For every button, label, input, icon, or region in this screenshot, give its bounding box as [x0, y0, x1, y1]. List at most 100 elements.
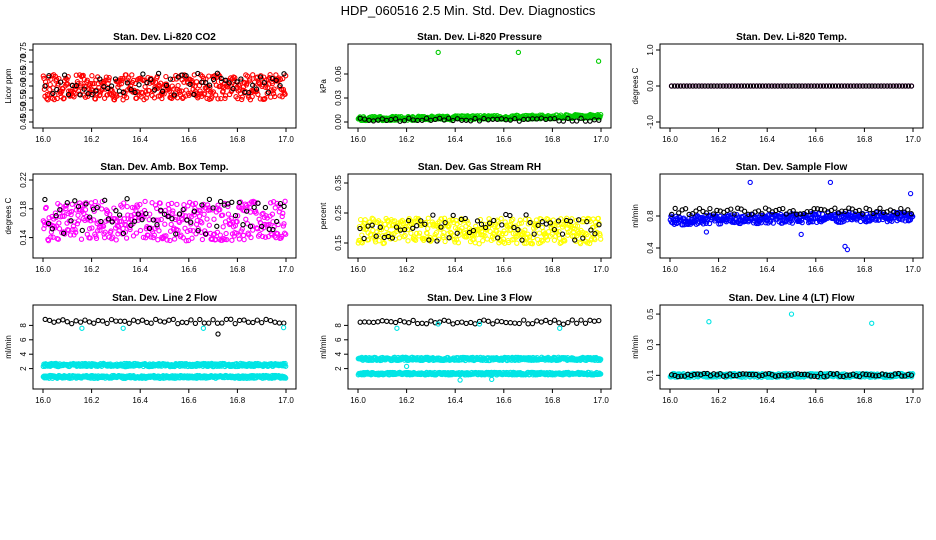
y-tick-label: 0.45	[19, 114, 28, 130]
data-point	[60, 317, 66, 323]
data-point	[148, 76, 154, 83]
data-point	[77, 92, 83, 98]
data-point	[518, 220, 525, 226]
data-point	[183, 238, 189, 244]
data-point	[279, 213, 285, 220]
x-tick-label: 16.8	[230, 135, 246, 144]
data-point	[422, 221, 428, 227]
data-point	[522, 227, 528, 233]
data-point	[723, 83, 729, 89]
data-point	[150, 217, 156, 223]
data-point	[598, 236, 604, 242]
data-point	[252, 199, 258, 205]
data-point	[42, 83, 48, 89]
x-tick-label: 16.0	[35, 135, 51, 144]
data-point	[48, 234, 54, 240]
data-point	[581, 218, 587, 225]
data-point	[197, 208, 203, 214]
x-tick-label: 16.0	[350, 396, 366, 405]
data-point	[543, 221, 549, 227]
data-point	[259, 319, 265, 326]
data-point	[414, 223, 420, 229]
x-tick-label: 17.0	[593, 396, 609, 405]
data-point	[73, 229, 79, 236]
data-point	[511, 224, 517, 231]
x-tick-label: 16.0	[350, 135, 366, 144]
data-point	[270, 91, 277, 97]
panel-4: Stan. Dev. Amb. Box Temp.16.0 16.2 16.4 16.…	[4, 162, 297, 274]
data-point	[714, 207, 720, 214]
data-point	[468, 118, 474, 124]
data-point	[81, 86, 87, 92]
data-point	[375, 319, 381, 325]
data-point	[166, 206, 172, 212]
data-point	[91, 320, 97, 326]
data-point	[901, 209, 907, 215]
data-point	[445, 115, 452, 121]
data-point	[116, 228, 122, 234]
series-cyan-lower	[40, 372, 289, 381]
data-point	[531, 231, 537, 237]
data-point	[94, 204, 100, 211]
data-point	[569, 317, 575, 323]
data-point	[254, 88, 260, 94]
data-point	[481, 317, 487, 323]
y-axis-label: percent	[319, 202, 328, 229]
data-point	[478, 221, 485, 227]
data-point	[120, 230, 127, 237]
data-point	[144, 319, 150, 326]
data-point	[250, 319, 256, 326]
data-point	[108, 228, 114, 234]
data-point	[360, 226, 367, 232]
data-point	[170, 76, 176, 83]
data-point	[512, 320, 518, 326]
data-point	[416, 230, 423, 236]
data-point	[775, 83, 781, 89]
data-point	[190, 228, 196, 234]
data-point	[232, 212, 239, 219]
data-point	[357, 319, 363, 325]
data-point	[690, 83, 696, 89]
data-point	[61, 72, 68, 78]
x-tick-label: 16.2	[84, 265, 100, 274]
data-point	[432, 234, 438, 241]
y-tick-label: 0.60	[19, 78, 28, 94]
data-point	[274, 218, 280, 225]
data-point	[669, 211, 675, 218]
data-point	[259, 223, 265, 230]
x-tick-label: 16.4	[447, 396, 463, 405]
data-point	[118, 81, 125, 87]
x-tick-label: 16.0	[662, 396, 678, 405]
data-point	[104, 320, 110, 327]
data-point	[908, 83, 915, 89]
data-point	[255, 200, 261, 206]
data-point	[454, 230, 460, 236]
data-point	[57, 79, 64, 85]
data-point	[838, 83, 845, 89]
data-point	[693, 208, 699, 214]
data-point	[155, 237, 161, 243]
data-point	[102, 197, 108, 203]
data-point	[144, 79, 150, 86]
data-point	[851, 83, 857, 89]
data-point	[206, 196, 213, 203]
outlier-point	[703, 229, 710, 235]
data-point	[140, 234, 147, 241]
x-tick-label: 17.0	[278, 135, 294, 144]
data-point	[112, 76, 119, 82]
data-point	[184, 228, 191, 235]
data-point	[135, 89, 141, 95]
data-point	[735, 205, 741, 211]
data-point	[204, 216, 210, 222]
outlier-point	[215, 331, 221, 337]
data-point	[595, 215, 602, 222]
data-point	[167, 76, 174, 82]
data-point	[82, 317, 88, 323]
data-point	[168, 92, 174, 98]
data-point	[820, 83, 827, 89]
data-point	[823, 83, 830, 89]
data-point	[708, 83, 714, 89]
data-point	[247, 223, 254, 229]
data-point	[195, 228, 201, 234]
